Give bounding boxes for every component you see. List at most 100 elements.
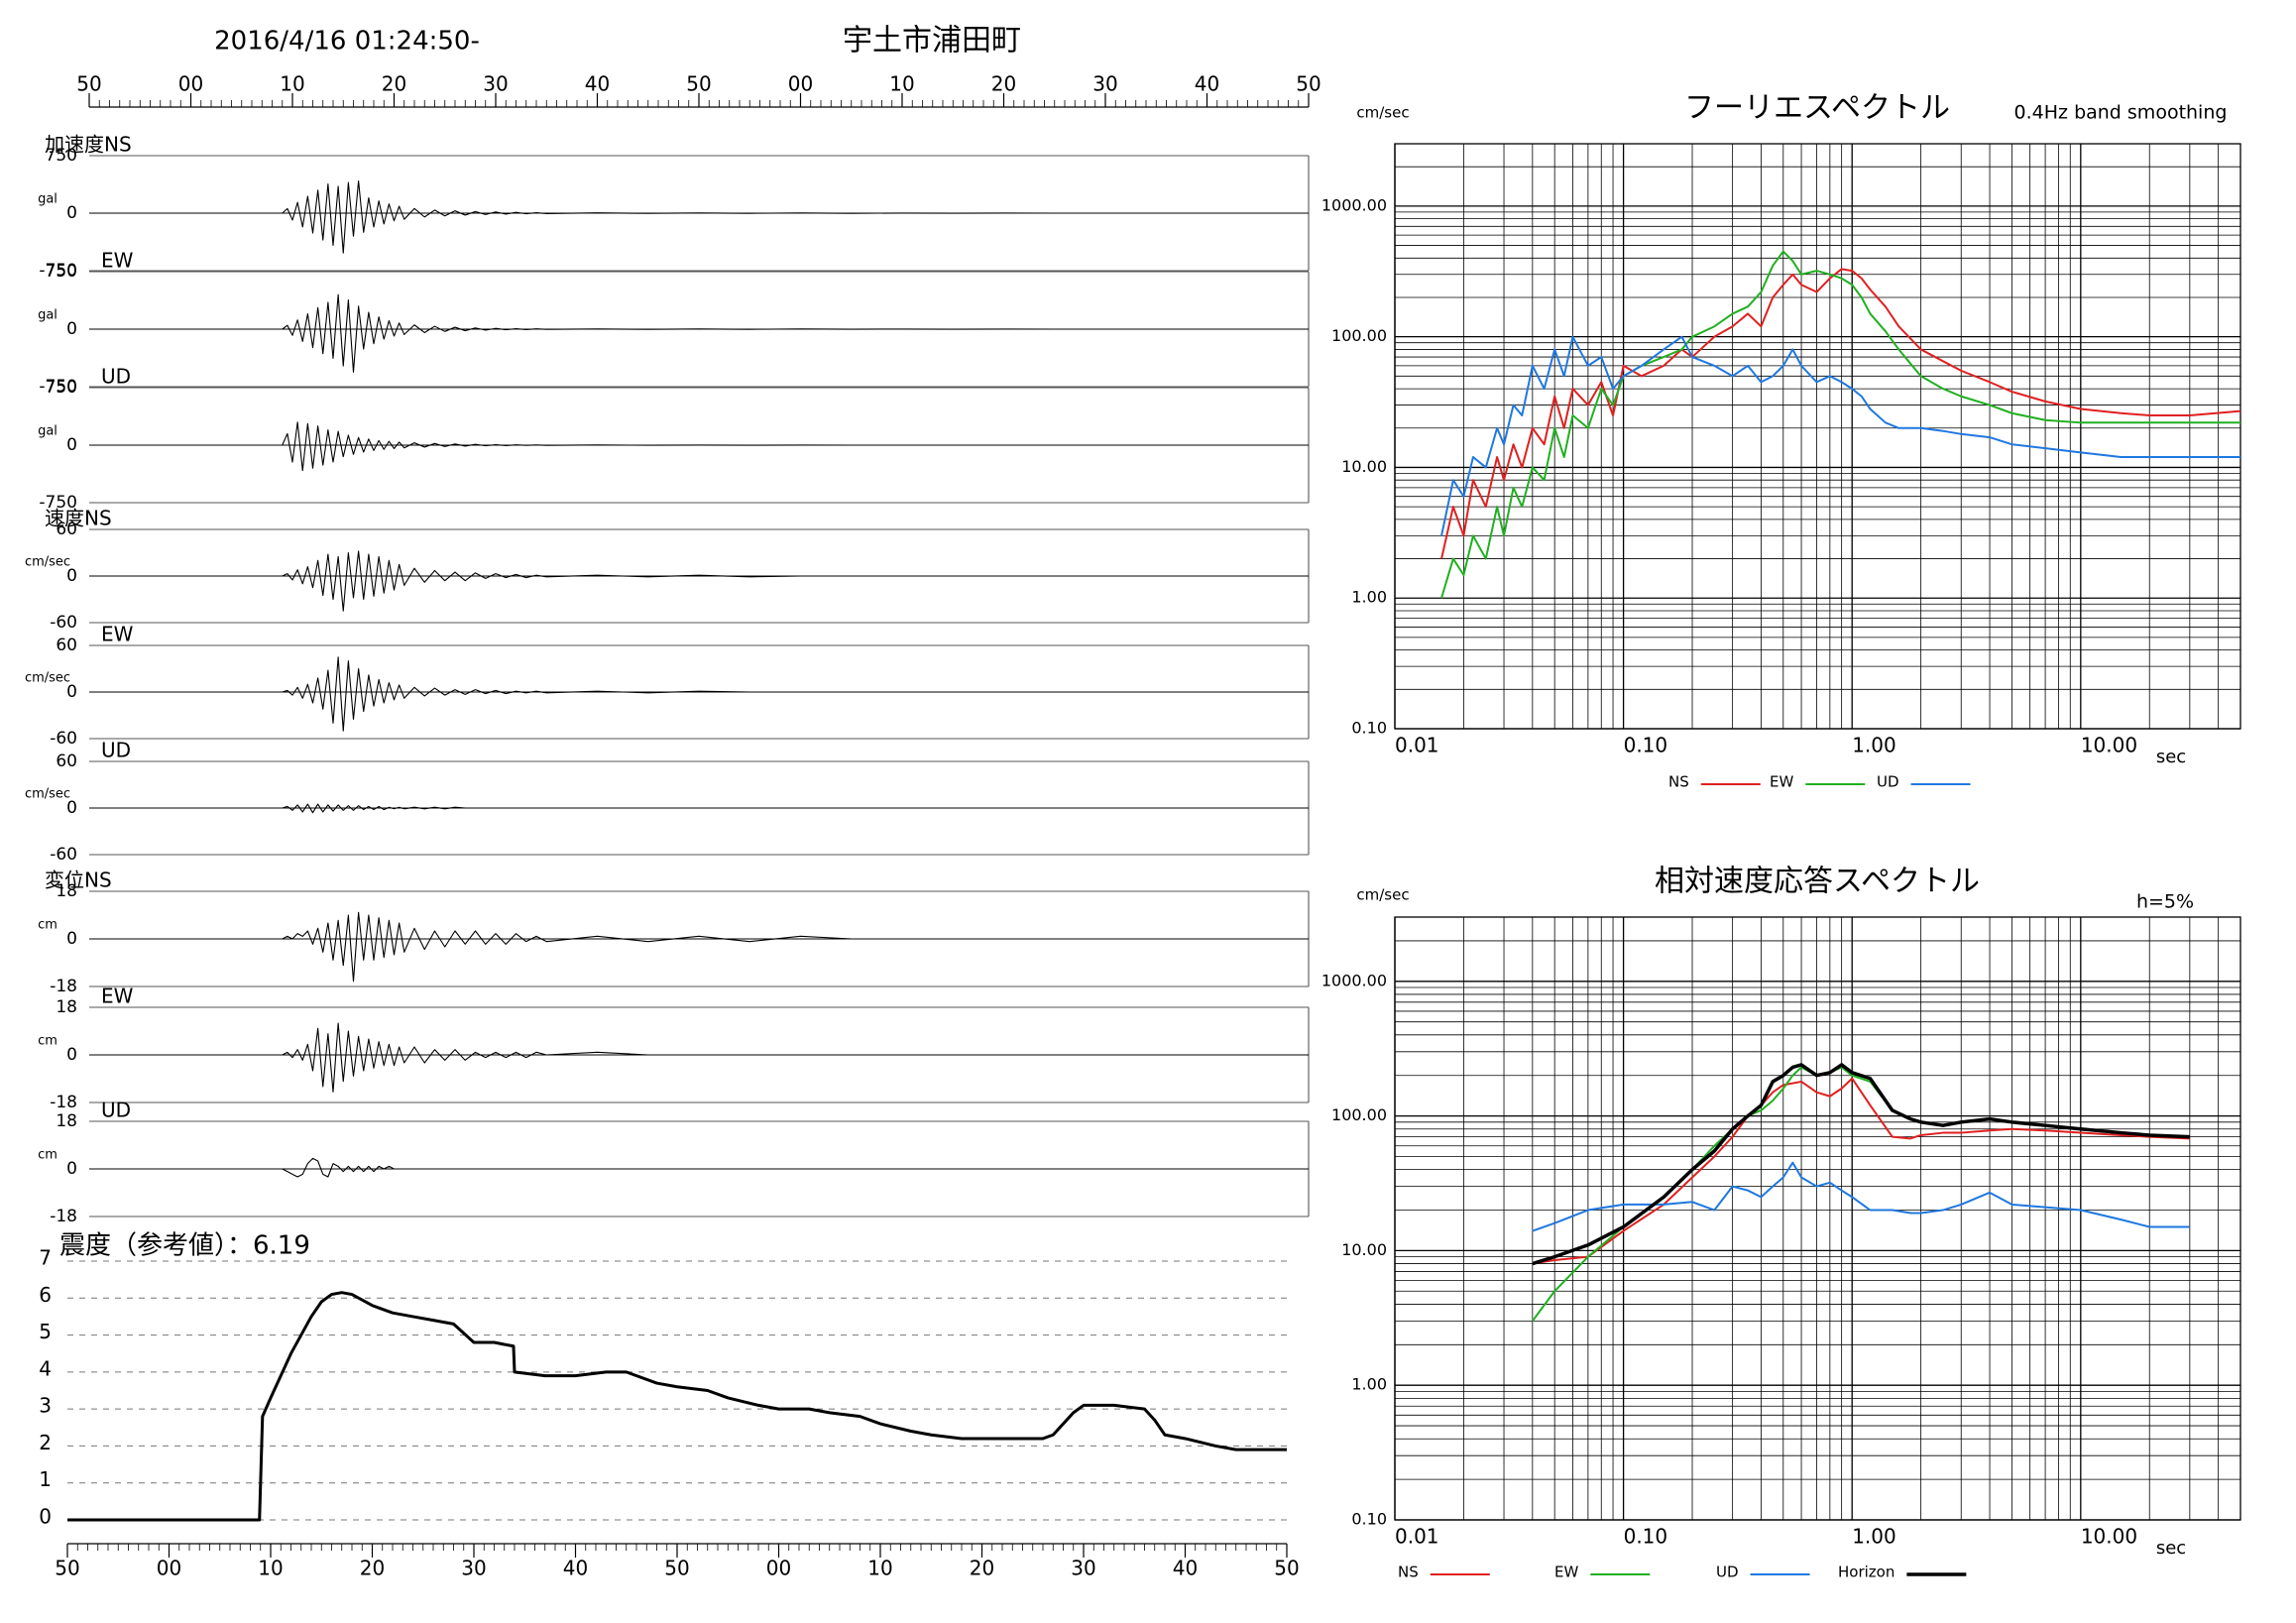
y-tick-label: -60 [50,613,77,633]
x-tick-label: 1.00 [1852,1525,1896,1549]
y-tick-label: 3 [39,1394,52,1418]
y-tick-label: 4 [39,1356,52,1380]
y-tick-label: -60 [50,845,77,865]
waveform-trace [89,803,1309,814]
x-tick-label: 0.10 [1624,734,1668,757]
panel-label: UD [101,365,131,389]
panel-label: 変位NS [45,869,112,892]
x-tick-label: 10.00 [2081,734,2137,757]
spectrum-line [1532,1066,2190,1322]
y-tick-label: 10.00 [1341,1240,1387,1259]
y-tick-label: 6 [39,1283,52,1307]
fourier-y-label: cm/sec [1356,104,1409,122]
spectrum-line [1532,1161,2190,1232]
x-tick-label: 10 [258,1557,283,1580]
response-title: 相対速度応答スペクトル [1655,865,1980,899]
y-tick-label: -750 [39,493,77,513]
y-tick-label: 60 [56,752,77,771]
intensity-title: 震度（参考値）：6.19 [59,1231,310,1261]
spectrum-line [1532,1077,2190,1265]
y-tick-label: 0 [66,319,77,339]
unit-label: cm/sec [25,555,70,570]
panel-label: EW [101,249,134,273]
spectrum-line [1440,250,2240,599]
waveform-trace [89,421,1309,472]
x-tick-label: 50 [664,1557,689,1580]
y-tick-label: 5 [39,1320,52,1343]
intensity-line [67,1291,1287,1522]
panel-label: UD [101,1099,131,1122]
y-tick-label: 0 [66,1159,77,1179]
y-tick-label: 750 [46,146,77,166]
x-tick-label: 50 [686,72,711,96]
waveform-title: 宇土市浦田町 [843,24,1021,58]
x-tick-label: 10 [867,1557,892,1580]
unit-label: cm [38,1148,57,1163]
spectrum-line [1532,1063,2190,1266]
waveform-trace [89,656,1309,732]
x-tick-label: 00 [157,1557,181,1580]
y-tick-label: -750 [39,377,77,397]
x-tick-label: 30 [483,72,508,96]
spectrum-line [1440,335,2240,536]
y-tick-label: 750 [46,378,77,398]
legend-label: NS [1668,773,1689,791]
unit-label: cm/sec [25,787,70,802]
x-tick-label: 50 [76,72,101,96]
unit-label: cm/sec [25,671,70,686]
y-tick-label: 1 [39,1467,52,1491]
x-tick-label: 50 [1296,72,1320,96]
y-tick-label: 0 [66,566,77,586]
unit-label: cm [38,1034,57,1049]
x-tick-label: 20 [970,1557,994,1580]
y-tick-label: 1.00 [1351,588,1387,607]
y-tick-label: 0 [66,798,77,818]
x-tick-label: 50 [1274,1557,1299,1580]
y-tick-label: 18 [56,997,77,1017]
y-tick-label: 7 [39,1246,52,1270]
x-tick-label: 20 [382,72,406,96]
y-tick-label: 2 [39,1431,52,1454]
legend-label: EW [1770,773,1793,791]
y-tick-label: -18 [50,977,77,996]
plot-frame [1394,916,2241,1521]
y-tick-label: 60 [56,520,77,539]
response-x-label: sec [2156,1538,2186,1559]
panel-label: 速度NS [45,507,112,530]
y-tick-label: 18 [56,881,77,901]
y-tick-label: 0 [66,203,77,223]
unit-label: gal [38,424,57,439]
unit-label: gal [38,192,57,207]
x-tick-label: 30 [461,1557,486,1580]
fourier-x-label: sec [2156,747,2186,767]
x-tick-label: 30 [1071,1557,1095,1580]
x-tick-label: 20 [991,72,1016,96]
unit-label: gal [38,308,57,323]
y-tick-label: 1.00 [1351,1375,1387,1394]
x-tick-label: 20 [360,1557,385,1580]
y-tick-label: -750 [39,261,77,281]
panel-label: 加速度NS [45,133,132,157]
waveform-trace [89,550,1309,612]
y-tick-label: 750 [46,262,77,282]
y-tick-label: -18 [50,1207,77,1226]
y-tick-label: -60 [50,729,77,749]
y-tick-label: 1000.00 [1321,971,1387,989]
x-tick-label: 0.01 [1395,1525,1439,1549]
fourier-subtitle: 0.4Hz band smoothing [2014,102,2228,124]
y-tick-label: 0 [66,435,77,455]
y-tick-label: 0.10 [1351,1510,1387,1529]
y-tick-label: 0 [66,1045,77,1065]
response-subtitle: h=5% [2136,891,2194,913]
panel-label: EW [101,985,134,1008]
x-tick-label: 0.01 [1395,734,1439,757]
waveform-trace [89,1157,1309,1178]
y-tick-label: 100.00 [1331,326,1387,345]
x-tick-label: 50 [55,1557,79,1580]
y-tick-label: 0.10 [1351,719,1387,738]
x-tick-label: 30 [1092,72,1117,96]
x-tick-label: 1.00 [1852,734,1896,757]
x-tick-label: 40 [1173,1557,1198,1580]
plot-frame [1394,143,2241,730]
x-tick-label: 10 [280,72,304,96]
